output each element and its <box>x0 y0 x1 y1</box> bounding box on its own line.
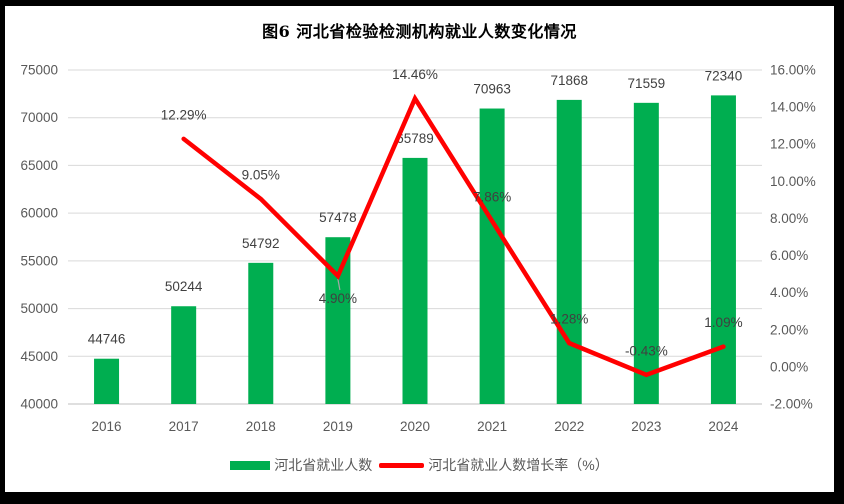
right-axis-tick-label: 8.00% <box>770 211 808 226</box>
right-axis-tick-label: 12.00% <box>770 137 816 152</box>
bar-value-label: 65789 <box>396 131 434 146</box>
bar-value-label: 50244 <box>165 279 203 294</box>
line-value-label: 4.90% <box>319 291 357 306</box>
right-axis-tick-label: 10.00% <box>770 174 816 189</box>
bar-2018 <box>248 262 274 404</box>
left-axis-tick-label: 45000 <box>20 349 58 364</box>
x-axis-category-label: 2020 <box>400 419 430 434</box>
right-axis-tick-label: 4.00% <box>770 285 808 300</box>
bar-2023 <box>633 102 659 404</box>
line-value-label: 1.28% <box>550 312 588 327</box>
chart-panel: 75000 70000 65000 60000 55000 50000 45000 40000… <box>5 6 834 492</box>
chart-plot-area: 75000 70000 65000 60000 55000 50000 45000 40000… <box>20 63 816 435</box>
bar-series-label: 河北省就业人数 <box>274 457 373 473</box>
bar-series-swatch <box>230 460 271 470</box>
bar-value-label: 57478 <box>319 210 357 225</box>
left-axis-tick-label: 75000 <box>20 63 58 78</box>
bar-value-label: 71559 <box>628 76 666 91</box>
bar-2019 <box>325 237 351 404</box>
legend-item-employment: 河北省就业人数 <box>230 455 372 475</box>
line-value-label: 1.09% <box>704 315 742 330</box>
bar-2022 <box>556 99 582 404</box>
right-axis-tick-label: 0.00% <box>770 359 808 374</box>
left-axis-tick-label: 40000 <box>20 397 58 412</box>
bar-2024 <box>710 95 736 404</box>
right-axis-tick-label: 16.00% <box>770 63 816 78</box>
bar-value-label: 54792 <box>242 236 280 251</box>
line-value-label: 12.29% <box>161 107 207 122</box>
left-axis-tick-label: 65000 <box>20 158 58 173</box>
x-axis-category-label: 2021 <box>477 419 507 434</box>
right-axis-tick-label: 14.00% <box>770 100 816 115</box>
line-value-label: -0.43% <box>625 343 668 358</box>
line-value-label: 7.86% <box>473 190 511 205</box>
bar-value-label: 70963 <box>473 82 511 97</box>
legend-item-growth-rate: 河北省就业人数增长率（%） <box>379 455 609 475</box>
left-axis-tick-label: 55000 <box>20 253 58 268</box>
left-axis-tick-label: 60000 <box>20 206 58 221</box>
bar-value-label: 71868 <box>550 73 588 88</box>
line-value-label: 14.46% <box>392 67 438 82</box>
left-axis-tick-label: 70000 <box>20 110 58 125</box>
line-value-label: 9.05% <box>242 167 280 182</box>
x-axis-category-label: 2018 <box>246 419 276 434</box>
bar-2016 <box>94 358 120 404</box>
line-series-swatch <box>379 462 425 468</box>
bar-2017 <box>171 306 197 404</box>
bar-value-label: 44746 <box>88 332 126 347</box>
bar-value-label: 72340 <box>705 68 743 83</box>
bar-2021 <box>479 108 505 405</box>
right-axis-tick-label: 6.00% <box>770 248 808 263</box>
line-series-label: 河北省就业人数增长率（%） <box>428 457 609 473</box>
x-axis-category-label: 2023 <box>631 419 661 434</box>
right-axis-tick-label: -2.00% <box>770 397 813 412</box>
bar-2020 <box>402 157 428 404</box>
growth-rate-line <box>181 93 726 378</box>
right-axis-tick-label: 2.00% <box>770 322 808 337</box>
x-axis-category-label: 2017 <box>169 419 199 434</box>
label-leader-line <box>337 278 341 291</box>
left-axis-tick-label: 50000 <box>20 301 58 316</box>
x-axis-category-label: 2016 <box>92 419 122 434</box>
legend: 河北省就业人数 河北省就业人数增长率（%） <box>5 455 834 475</box>
chart-title: 图6 河北省检验检测机构就业人数变化情况 <box>262 22 577 41</box>
x-axis-category-label: 2024 <box>708 419 739 434</box>
x-axis-category-label: 2022 <box>554 419 584 434</box>
x-axis-category-label: 2019 <box>323 419 353 434</box>
